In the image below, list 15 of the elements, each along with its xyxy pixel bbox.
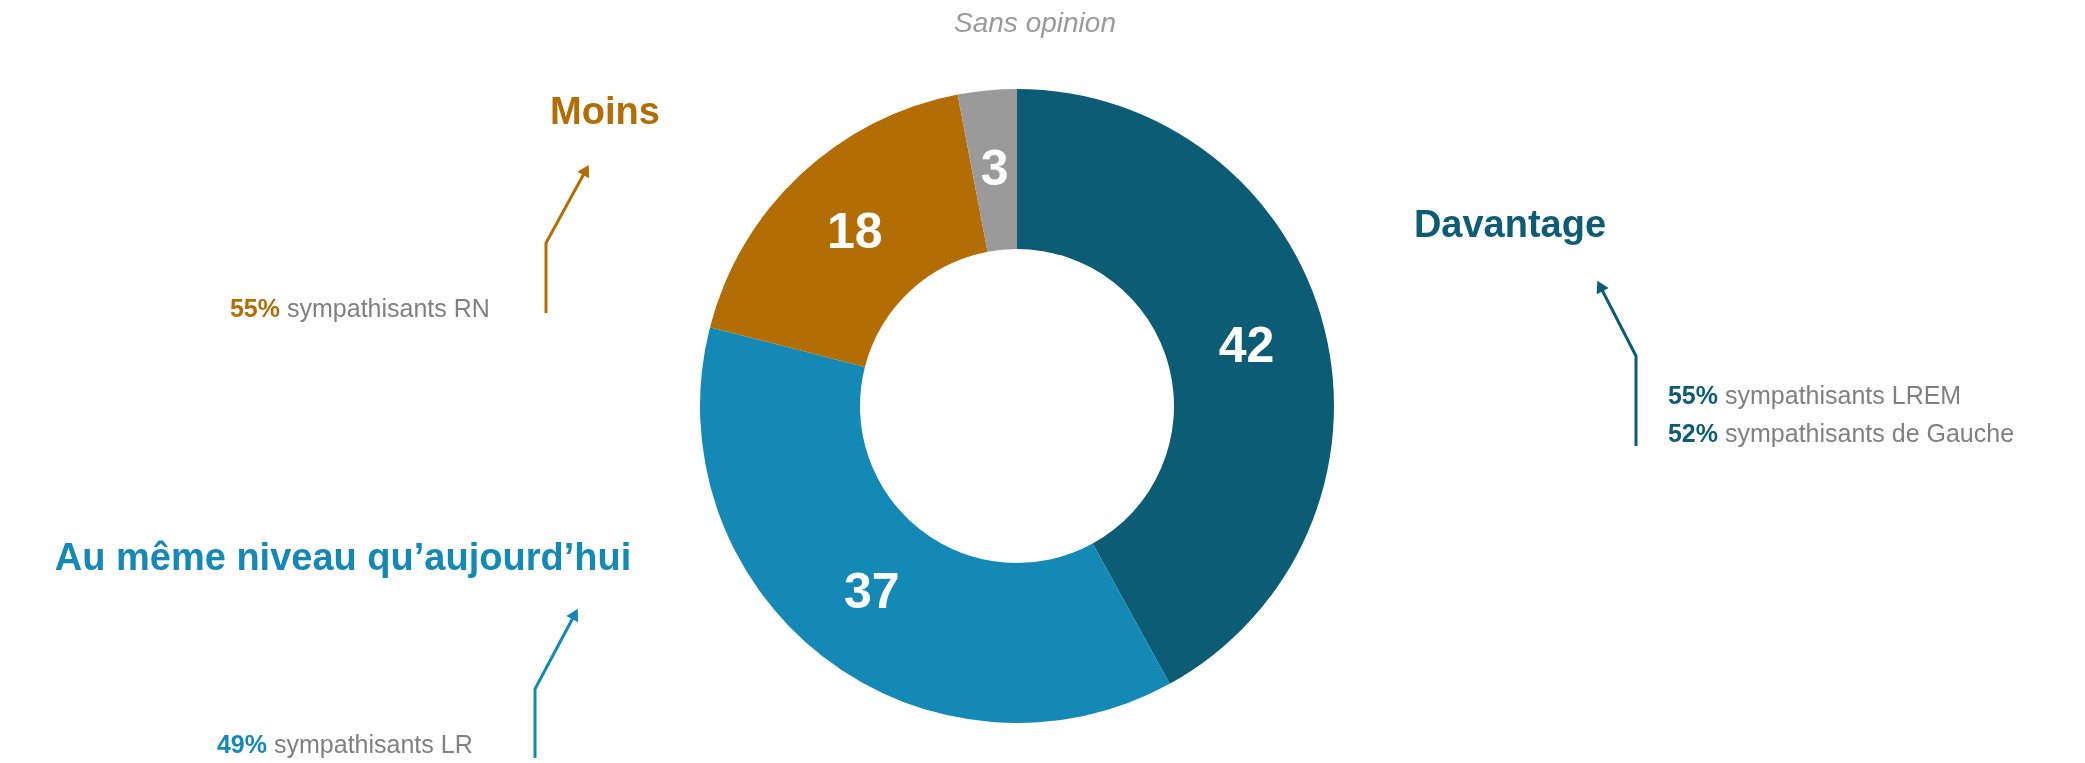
text: 55% sympathisants LREM: [1667, 381, 1962, 409]
slice-label: Moins: [550, 90, 660, 132]
donut-slice: [700, 327, 1170, 723]
data-label: 3: [980, 140, 1009, 197]
text: 55% sympathisants RN: [229, 294, 490, 322]
slice-label: Sans opinion: [954, 7, 1116, 38]
text: 49% sympathisants LR: [216, 730, 473, 758]
donut-slice: [1017, 89, 1334, 684]
slice-label: Davantage: [1413, 203, 1607, 245]
data-label: 37: [843, 563, 900, 620]
donut-slice: [957, 89, 1017, 252]
data-label: 18: [826, 203, 883, 260]
text: 52% sympathisants de Gauche: [1667, 419, 2015, 447]
slice-label: Au même niveau qu’aujourd’hui: [54, 536, 632, 578]
data-label: 42: [1218, 317, 1275, 374]
